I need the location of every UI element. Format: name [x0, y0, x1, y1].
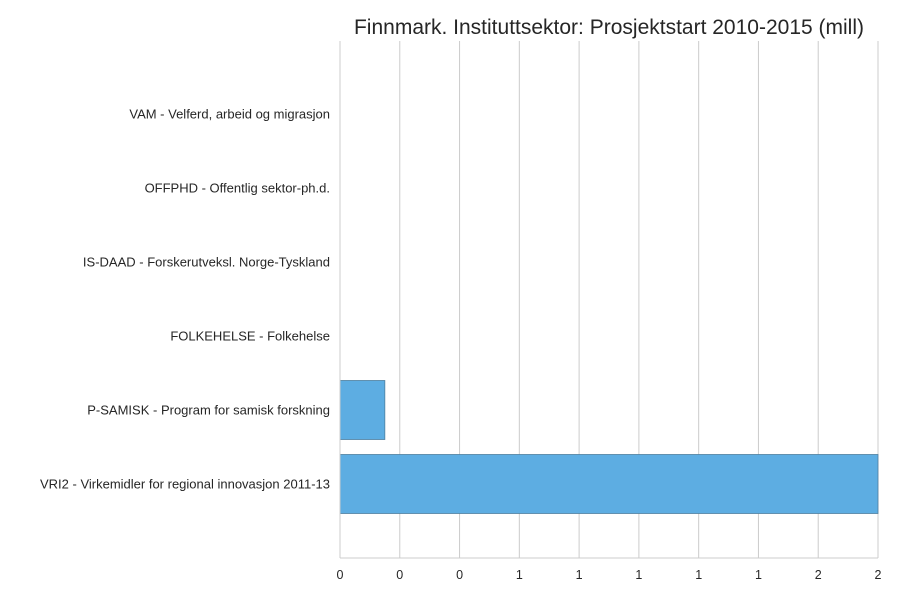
x-tick-label-2: 0: [456, 568, 463, 582]
category-label-0: VAM - Velferd, arbeid og migrasjon: [129, 107, 330, 122]
x-tick-label-8: 2: [815, 568, 822, 582]
bar-5: [339, 454, 879, 514]
category-label-1: OFFPHD - Offentlig sektor-ph.d.: [145, 181, 330, 196]
x-tick-labels: 0 0 0 1 1 1 1 1 2 2: [337, 568, 882, 582]
bars: [339, 380, 879, 514]
x-tick-label-1: 0: [396, 568, 403, 582]
x-tick-label-5: 1: [635, 568, 642, 582]
x-tick-label-9: 2: [875, 568, 882, 582]
category-label-5: VRI2 - Virkemidler for regional innovasj…: [40, 477, 330, 492]
x-tick-label-3: 1: [516, 568, 523, 582]
x-tick-label-4: 1: [576, 568, 583, 582]
category-label-2: IS-DAAD - Forskerutveksl. Norge-Tyskland: [83, 255, 330, 270]
bar-4: [339, 380, 386, 440]
category-label-4: P-SAMISK - Program for samisk forskning: [87, 403, 330, 418]
x-tick-label-0: 0: [337, 568, 344, 582]
plot-frame: [339, 41, 878, 559]
category-labels: VAM - Velferd, arbeid og migrasjon OFFPHD…: [40, 107, 330, 492]
category-label-3: FOLKEHELSE - Folkehelse: [170, 329, 330, 344]
x-tick-label-7: 1: [755, 568, 762, 582]
x-tick-label-6: 1: [695, 568, 702, 582]
chart-title: Finnmark. Instituttsektor: Prosjektstart…: [354, 16, 864, 39]
